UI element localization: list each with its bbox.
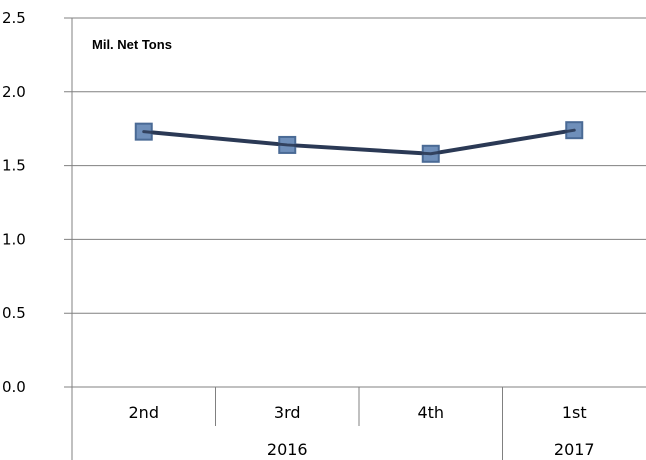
x-tick-labels: 2nd 3rd 4th 1st [129,403,587,422]
x-tick-label: 3rd [274,403,301,422]
x-group-labels: 2016 2017 [267,440,595,459]
y-tick-label: 1.5 [2,157,26,175]
x-tick-label: 1st [562,403,587,422]
x-group-label: 2017 [554,440,595,459]
unit-label: Mil. Net Tons [92,37,172,52]
y-tick-labels: 0.0 0.5 1.0 1.5 2.0 2.5 [2,9,26,396]
y-tick-label: 2.0 [2,83,26,101]
series-line-overlay [142,128,576,156]
y-tick-label: 1.0 [2,230,26,248]
y-tick-label: 2.5 [2,9,26,27]
x-tick-label: 4th [417,403,444,422]
y-tick-label: 0.0 [2,378,26,396]
x-tick-label: 2nd [129,403,159,422]
series-group [134,121,584,163]
axes [71,18,646,460]
gridlines [64,17,646,388]
x-group-label: 2016 [267,440,308,459]
y-tick-label: 0.5 [2,304,26,322]
